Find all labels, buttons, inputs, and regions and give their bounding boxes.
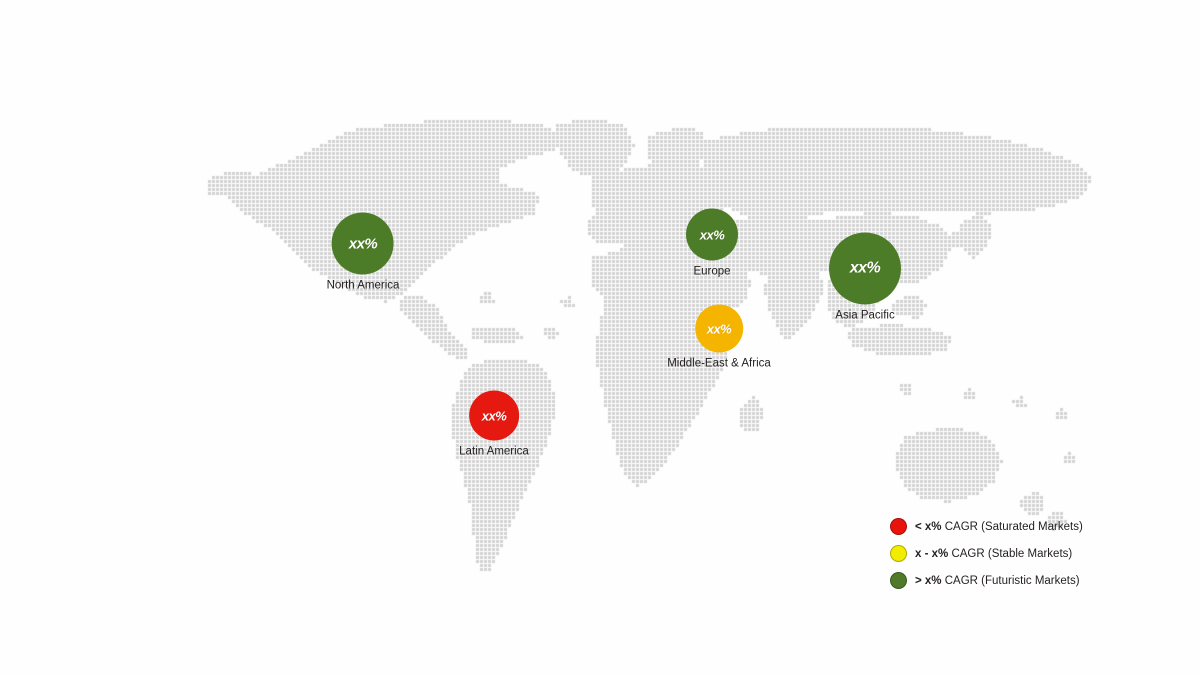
region-label-asia-pacific: Asia Pacific bbox=[835, 309, 895, 322]
region-value-asia-pacific: xx% bbox=[829, 232, 901, 305]
legend-description-saturated: CAGR (Saturated Markets) bbox=[941, 520, 1083, 533]
region-label-latin-america: Latin America bbox=[459, 445, 529, 458]
legend-item-saturated[interactable]: < x% CAGR (Saturated Markets) bbox=[890, 518, 1083, 535]
legend-prefix-saturated: < x% bbox=[915, 520, 942, 533]
legend-dot-futuristic-icon bbox=[890, 572, 907, 589]
legend-label-futuristic: > x% CAGR (Futuristic Markets) bbox=[915, 575, 1080, 587]
legend: < x% CAGR (Saturated Markets) x - x% CAGR… bbox=[890, 518, 1083, 589]
region-value-north-america: xx% bbox=[331, 212, 394, 275]
legend-description-stable: CAGR (Stable Markets) bbox=[948, 547, 1073, 560]
region-value-latin-america: xx% bbox=[469, 390, 519, 441]
region-value-middle-east-africa: xx% bbox=[694, 304, 743, 353]
legend-item-futuristic[interactable]: > x% CAGR (Futuristic Markets) bbox=[890, 572, 1083, 589]
region-bubble-asia-pacific[interactable]: xx% Asia Pacific bbox=[829, 232, 901, 322]
region-label-middle-east-africa: Middle-East & Africa bbox=[667, 357, 771, 370]
legend-dot-saturated-icon bbox=[890, 518, 907, 535]
legend-prefix-stable: x - x% bbox=[915, 547, 949, 560]
legend-label-saturated: < x% CAGR (Saturated Markets) bbox=[915, 521, 1083, 533]
legend-item-stable[interactable]: x - x% CAGR (Stable Markets) bbox=[890, 545, 1083, 562]
region-value-europe: xx% bbox=[686, 208, 738, 261]
region-bubble-north-america[interactable]: xx% North America bbox=[326, 212, 400, 292]
region-label-north-america: North America bbox=[326, 279, 400, 292]
legend-prefix-futuristic: > x% bbox=[915, 574, 942, 587]
region-label-europe: Europe bbox=[693, 265, 731, 278]
region-bubble-latin-america[interactable]: xx% Latin America bbox=[459, 390, 529, 458]
legend-label-stable: x - x% CAGR (Stable Markets) bbox=[915, 548, 1072, 560]
region-bubble-europe[interactable]: xx% Europe bbox=[686, 208, 738, 278]
region-bubble-middle-east-africa[interactable]: xx% Middle-East & Africa bbox=[667, 304, 771, 370]
legend-description-futuristic: CAGR (Futuristic Markets) bbox=[941, 574, 1080, 587]
legend-dot-stable-icon bbox=[890, 545, 907, 562]
